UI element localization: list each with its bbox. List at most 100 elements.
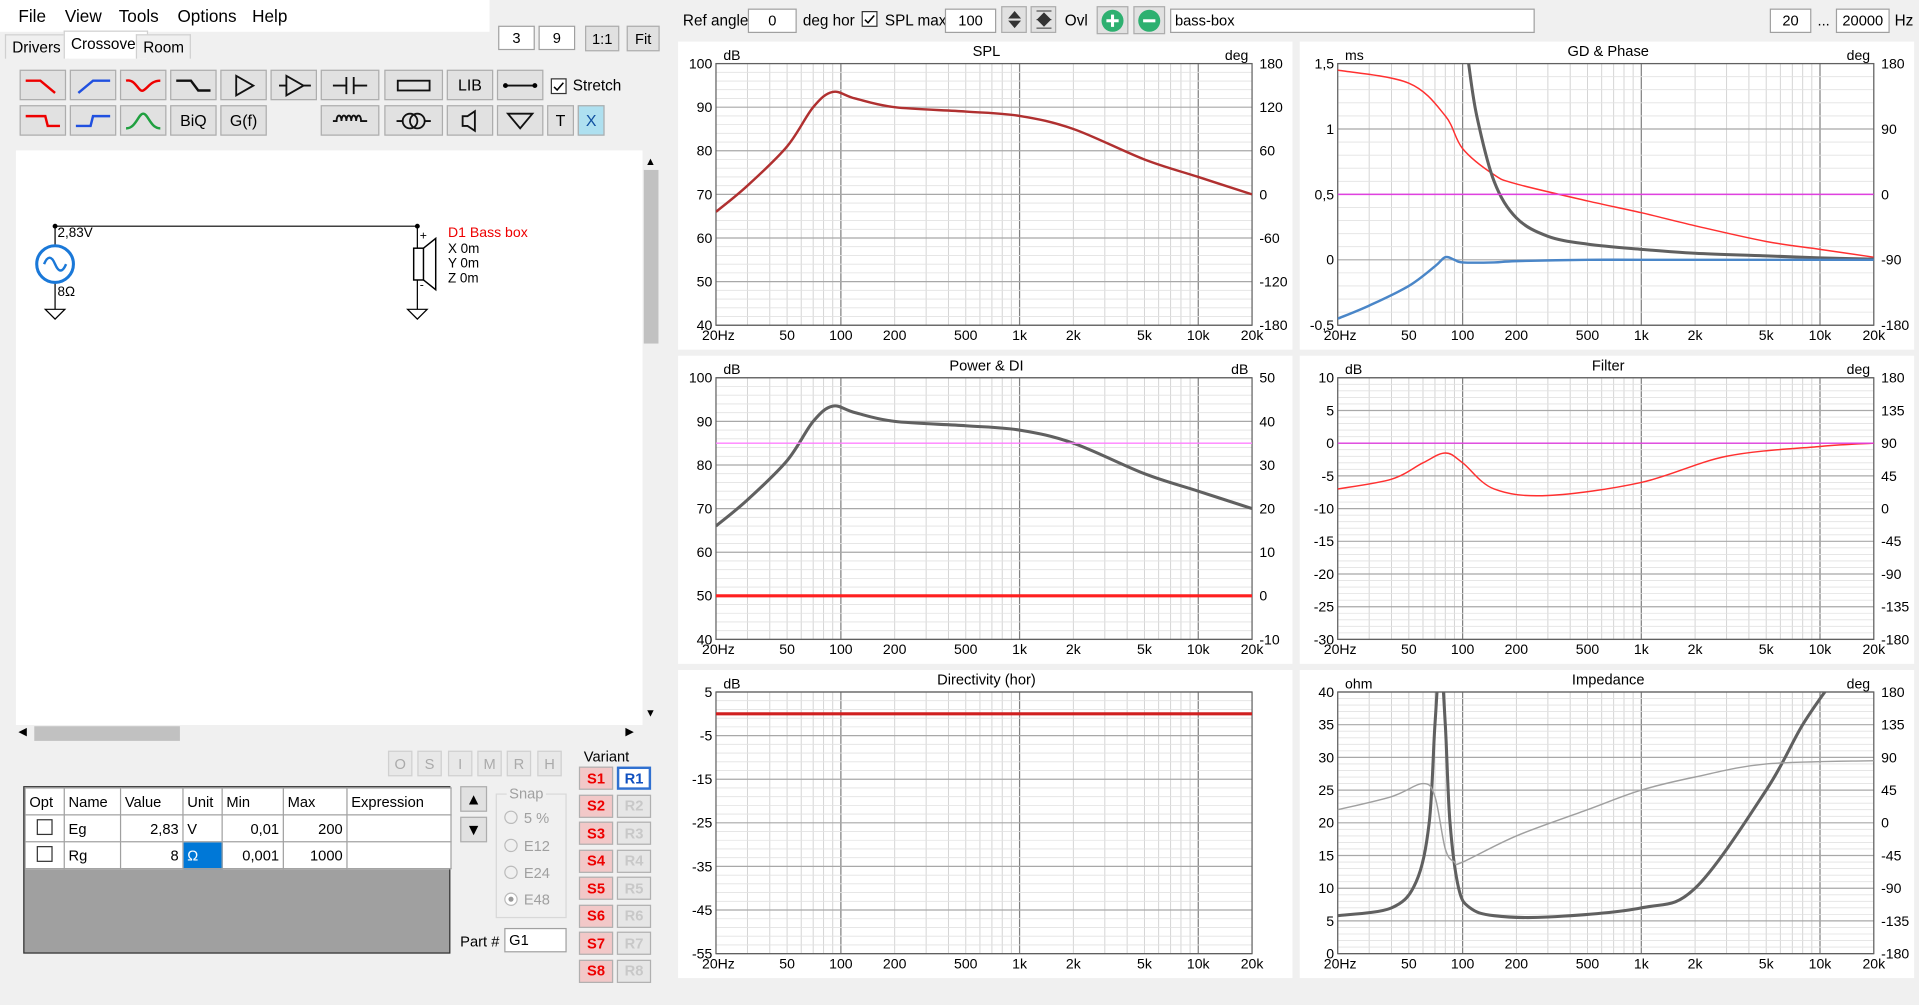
variant-s5-button[interactable]: S5	[578, 876, 614, 900]
stretch-checkbox[interactable]	[550, 77, 567, 94]
text-button[interactable]: T	[547, 105, 575, 136]
spl-fit-button[interactable]	[1030, 6, 1057, 34]
snap-option[interactable]: E24	[504, 864, 550, 881]
opt-m-button[interactable]: M	[477, 750, 502, 777]
resistor-button[interactable]	[384, 69, 444, 101]
impedance-chart[interactable]: 40 180 35 135 30 90 25 45 20 0 15 -45 10 -90 5 -135 0 -18…	[1299, 669, 1915, 979]
menu-options[interactable]: Options	[177, 6, 237, 26]
move-up-button[interactable]: ▲	[460, 786, 488, 812]
biquad-button[interactable]: BiQ	[170, 105, 217, 136]
opt-o-button[interactable]: O	[387, 750, 413, 777]
variant-r8-button[interactable]: R8	[616, 959, 652, 983]
table-row[interactable]: Eg 2,83 V 0,01 200	[24, 814, 452, 843]
lowpass-2-button[interactable]	[19, 105, 67, 136]
tab-room[interactable]: Room	[135, 34, 192, 59]
part-number-input[interactable]: G1	[504, 927, 567, 953]
variant-r5-button[interactable]: R5	[616, 876, 652, 900]
grid-y-input[interactable]: 9	[538, 25, 576, 51]
filter-chart[interactable]: 10 180 5 135 0 90 -5 45 -10 0 -15 -45 -20 -90 -25 -135 -…	[1299, 355, 1915, 664]
variant-s2-button[interactable]: S2	[578, 794, 614, 818]
delete-button[interactable]: X	[577, 105, 605, 136]
zoom-fit-button[interactable]: Fit	[626, 25, 660, 52]
opt-checkbox[interactable]	[36, 818, 53, 835]
menu-view[interactable]: View	[64, 6, 102, 26]
variant-s6-button[interactable]: S6	[578, 904, 614, 928]
tab-crossover[interactable]: Crossover	[63, 30, 149, 59]
transformer-button[interactable]	[384, 105, 444, 136]
notch-filter-button[interactable]	[119, 69, 167, 101]
menu-help[interactable]: Help	[252, 6, 288, 26]
variant-r1-button[interactable]: R1	[616, 766, 652, 790]
schematic-hscrollbar[interactable]: ◀ ▶	[15, 725, 643, 743]
shelf-filter-button[interactable]	[170, 69, 217, 101]
library-button[interactable]: LIB	[446, 69, 494, 101]
variant-r2-button[interactable]: R2	[616, 794, 652, 818]
schematic-vscrollbar[interactable]: ▲ ▼	[642, 150, 660, 726]
opt-i-button[interactable]: I	[447, 750, 473, 777]
project-name-input[interactable]: bass-box	[1170, 8, 1535, 34]
snap-option[interactable]: 5 %	[504, 809, 549, 826]
power-di-chart[interactable]: 100 50 90 40 80 30 70 20 60 10 50 0 40 -10 20Hz 50 100 20…	[678, 355, 1293, 664]
scroll-down-icon[interactable]: ▼	[644, 706, 656, 719]
param-min[interactable]: 0,01	[221, 814, 284, 843]
table-row[interactable]: Rg 8 Ω 0,001 1000	[24, 841, 452, 870]
directivity-chart[interactable]: 5 -5 -15 -25 -35 -45 -55 20Hz 50 100 200 500 1k 2k 5k 1…	[678, 669, 1293, 979]
vscroll-thumb[interactable]	[643, 169, 659, 344]
zoom-1to1-button[interactable]: 1:1	[585, 25, 620, 52]
highpass-filter-button[interactable]	[69, 69, 117, 101]
menu-file[interactable]: File	[18, 6, 46, 26]
ref-angle-input[interactable]: 0	[747, 8, 797, 34]
transfer-function-button[interactable]: G(f)	[220, 105, 267, 136]
variant-s1-button[interactable]: S1	[578, 766, 614, 790]
variant-r3-button[interactable]: R3	[616, 821, 652, 845]
inductor-button[interactable]	[320, 105, 380, 136]
grid-x-input[interactable]: 3	[498, 25, 535, 51]
overlay-add-button[interactable]	[1096, 6, 1129, 35]
move-down-button[interactable]: ▼	[460, 816, 488, 843]
spl-max-input[interactable]: 100	[944, 8, 997, 34]
param-expression[interactable]	[346, 814, 452, 843]
spl-updown-button[interactable]	[1001, 6, 1027, 34]
param-max[interactable]: 1000	[282, 841, 348, 870]
freq-min-input[interactable]: 20	[1769, 8, 1812, 34]
capacitor-button[interactable]	[320, 69, 380, 101]
opt-checkbox[interactable]	[36, 845, 53, 862]
ground-button[interactable]	[496, 105, 544, 136]
opt-h-button[interactable]: H	[537, 750, 562, 777]
param-max[interactable]: 200	[282, 814, 348, 843]
menu-tools[interactable]: Tools	[118, 6, 159, 26]
snap-option[interactable]: E48	[504, 891, 550, 908]
variant-s3-button[interactable]: S3	[578, 821, 614, 845]
variant-s7-button[interactable]: S7	[578, 931, 614, 955]
variant-s8-button[interactable]: S8	[578, 959, 614, 983]
buffer-button[interactable]	[270, 69, 317, 101]
snap-option[interactable]: E12	[504, 837, 550, 855]
freq-max-input[interactable]: 20000	[1835, 8, 1890, 34]
variant-r6-button[interactable]: R6	[616, 904, 652, 928]
gd-phase-chart[interactable]: 1,5 180 1 90 0,5 0 0 -90 -0,5 -180 20Hz 50 100 200 500…	[1299, 41, 1915, 350]
hscroll-thumb[interactable]	[34, 726, 180, 741]
param-value[interactable]: 8	[119, 841, 184, 870]
speaker-button[interactable]	[446, 105, 494, 136]
overlay-remove-button[interactable]	[1133, 6, 1166, 35]
driver-name-label[interactable]: D1 Bass box	[447, 226, 528, 241]
param-min[interactable]: 0,001	[221, 841, 284, 870]
scroll-right-icon[interactable]: ▶	[625, 725, 634, 738]
spl-chart[interactable]: 100 180 90 120 80 60 70 0 60 -60 50 -120 40 -180 20Hz 5…	[678, 41, 1293, 350]
schematic-canvas[interactable]: 2,83V 8Ω + - D1 Bass box X 0m Y 0m Z 0m	[15, 150, 643, 726]
param-expression[interactable]	[346, 841, 452, 870]
bandpass-button[interactable]	[119, 105, 167, 136]
wire-button[interactable]	[496, 69, 544, 101]
lowpass-filter-button[interactable]	[19, 69, 67, 101]
variant-r7-button[interactable]: R7	[616, 931, 652, 955]
variant-s4-button[interactable]: S4	[578, 849, 614, 873]
highpass-2-button[interactable]	[69, 105, 117, 136]
param-value[interactable]: 2,83	[119, 814, 184, 843]
stretch-option[interactable]: Stretch	[550, 77, 621, 94]
tab-drivers[interactable]: Drivers	[4, 34, 69, 59]
spl-max-checkbox[interactable]	[861, 11, 878, 27]
opt-s-button[interactable]: S	[417, 750, 442, 777]
opt-r-button[interactable]: R	[506, 750, 532, 777]
variant-r4-button[interactable]: R4	[616, 849, 652, 873]
scroll-left-icon[interactable]: ◀	[18, 725, 27, 738]
